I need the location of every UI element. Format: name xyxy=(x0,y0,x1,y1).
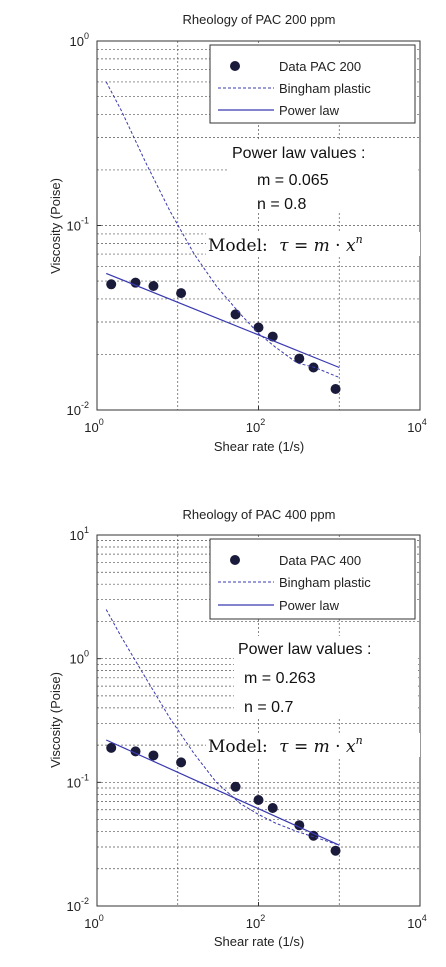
data-point xyxy=(253,794,264,805)
legend-entry-power: Power law xyxy=(279,598,340,613)
y-ticks: 10-2 10-1 100 xyxy=(67,31,101,418)
data-point xyxy=(176,288,187,299)
data-point xyxy=(294,353,305,364)
data-point xyxy=(148,750,159,761)
y-tick-label: 100 xyxy=(70,649,89,667)
x-tick-label: 104 xyxy=(407,913,426,931)
data-point xyxy=(176,757,187,768)
x-tick-label: 100 xyxy=(84,417,103,435)
model-label: Model: xyxy=(208,737,268,757)
annotation-heading: Power law values : xyxy=(232,145,365,162)
x-tick-label: 102 xyxy=(246,913,265,931)
bingham-plastic-line xyxy=(105,81,340,378)
x-tick-label: 100 xyxy=(84,913,103,931)
data-point xyxy=(106,279,117,290)
legend: Data PAC 400 Bingham plastic Power law xyxy=(209,538,416,620)
data-point xyxy=(106,742,117,753)
x-ticks: 100 102 104 xyxy=(84,902,427,931)
x-axis-label: Shear rate (1/s) xyxy=(214,439,304,454)
legend-entry-bingham: Bingham plastic xyxy=(279,575,371,590)
y-tick-label: 10-2 xyxy=(67,400,89,418)
data-point xyxy=(308,830,319,841)
data-point xyxy=(130,277,141,288)
legend-entry-data: Data PAC 200 xyxy=(279,59,361,74)
legend-marker-icon xyxy=(230,555,240,565)
data-point xyxy=(330,845,341,856)
power-law-line xyxy=(105,739,340,846)
x-tick-label: 102 xyxy=(246,417,265,435)
y-tick-label: 10-2 xyxy=(67,896,89,914)
y-tick-label: 10-1 xyxy=(67,216,89,234)
model-bg xyxy=(206,733,420,757)
x-ticks: 100 102 104 xyxy=(84,406,427,435)
annotation-bg xyxy=(228,140,418,212)
annotation-m-value: m = 0.065 xyxy=(257,172,329,189)
data-point xyxy=(230,781,241,792)
legend-entry-data: Data PAC 400 xyxy=(279,553,361,568)
legend: Data PAC 200 Bingham plastic Power law xyxy=(209,44,416,124)
y-tick-label: 101 xyxy=(70,525,89,543)
legend-marker-icon xyxy=(230,61,240,71)
y-axis-label: Viscosity (Poise) xyxy=(48,672,63,768)
model-bg xyxy=(206,232,420,256)
chart-title: Rheology of PAC 400 ppm xyxy=(183,507,336,522)
power-law-line xyxy=(105,272,340,369)
model-label: Model: xyxy=(208,236,268,256)
legend-entry-power: Power law xyxy=(279,103,340,118)
series-group xyxy=(105,609,341,856)
series-group xyxy=(105,81,341,394)
chart-title: Rheology of PAC 200 ppm xyxy=(183,12,336,27)
y-tick-label: 100 xyxy=(70,31,89,49)
annotation-n-value: n = 0.8 xyxy=(257,196,306,213)
data-point xyxy=(148,280,159,291)
annotation-bg xyxy=(234,636,418,718)
legend-box xyxy=(209,538,416,620)
data-point xyxy=(230,309,241,320)
data-point xyxy=(253,322,264,333)
annotation-block: Power law values : m = 0.263 n = 0.7 Mod… xyxy=(206,636,420,757)
y-tick-label: 10-1 xyxy=(67,772,89,790)
y-axis-label: Viscosity (Poise) xyxy=(48,178,63,274)
legend-entry-bingham: Bingham plastic xyxy=(279,81,371,96)
annotation-n-value: n = 0.7 xyxy=(244,699,293,716)
chart-pac-400: Rheology of PAC 400 ppm 100 102 104 10-210… xyxy=(48,507,427,949)
model-equation: Model: τ = m · xn xyxy=(208,734,363,757)
bingham-plastic-line xyxy=(105,609,340,846)
model-equation: Model: τ = m · xn xyxy=(208,233,363,256)
y-ticks: 10-2 10-1 100 101 xyxy=(67,525,101,914)
annotation-block: Power law values : m = 0.065 n = 0.8 Mod… xyxy=(206,140,420,256)
x-tick-label: 104 xyxy=(407,417,426,435)
x-axis-label: Shear rate (1/s) xyxy=(214,934,304,949)
chart-pac-200: Rheology of PAC 200 ppm 100 102 104 10-210… xyxy=(48,12,427,454)
annotation-heading: Power law values : xyxy=(238,641,371,658)
data-point xyxy=(330,383,341,394)
data-point xyxy=(267,803,278,814)
annotation-m-value: m = 0.263 xyxy=(244,670,316,687)
